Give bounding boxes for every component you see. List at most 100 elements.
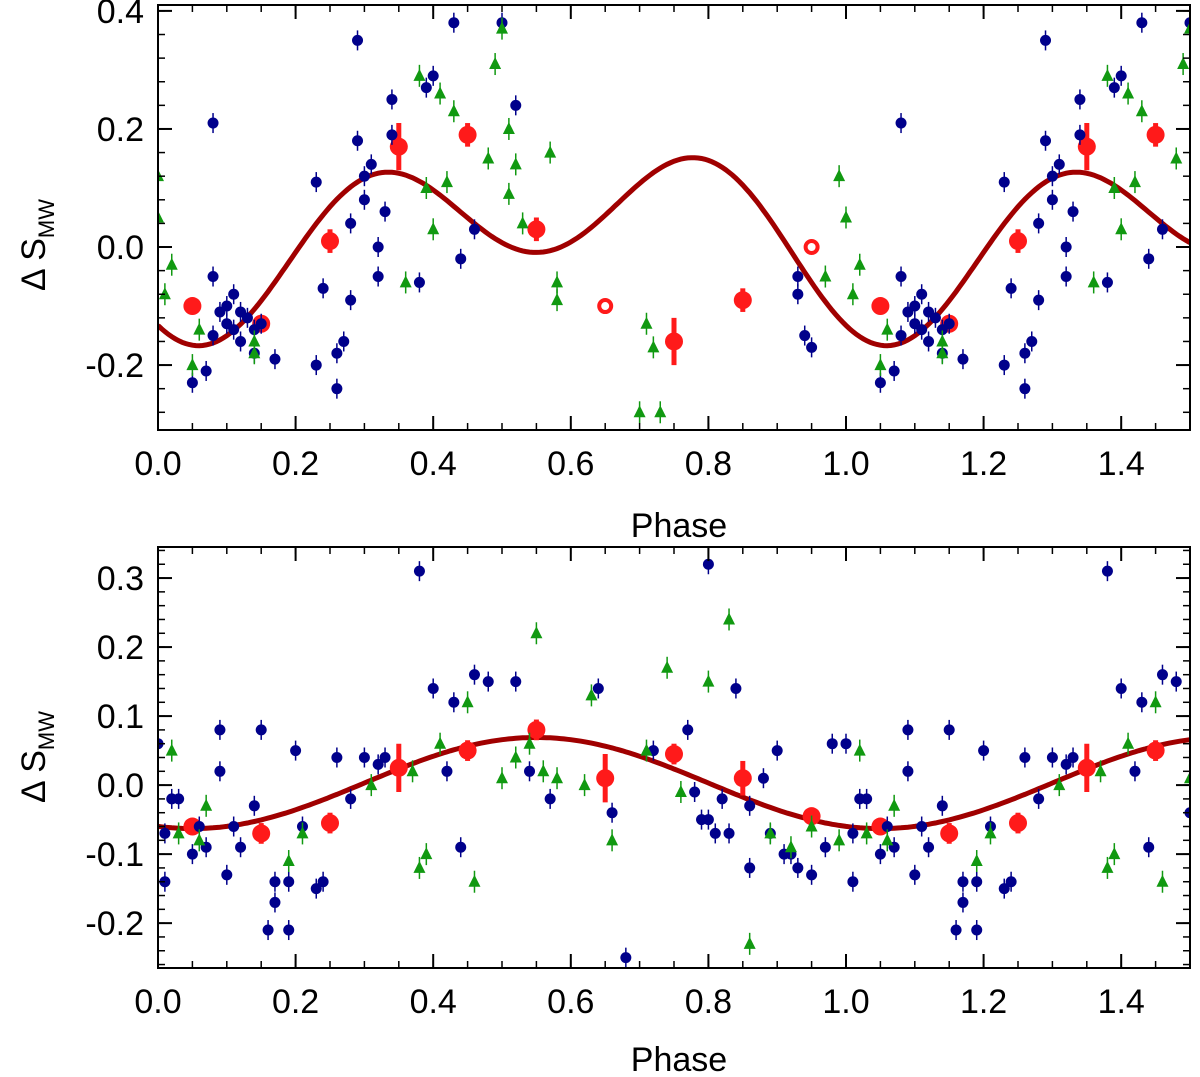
bottom-blue-point (1046, 752, 1058, 763)
bottom-binned-point (1077, 758, 1096, 777)
bottom-blue-point (620, 952, 632, 964)
bottom-binned-point (596, 769, 615, 788)
top-blue-point (310, 359, 322, 371)
bottom-green-point (530, 626, 543, 639)
bottom-blue-point (923, 841, 935, 853)
top-blue-point (379, 206, 391, 218)
bottom-blue-point (317, 876, 329, 888)
top-green-point (434, 86, 447, 99)
bottom-blue-point (702, 814, 714, 826)
bottom-blue-point (214, 724, 226, 736)
top-binned-point (458, 125, 477, 144)
bottom-blue-point (709, 827, 721, 839)
top-blue-point (510, 99, 522, 111)
top-green-point (193, 322, 206, 335)
top-green-point (1122, 86, 1135, 99)
top-xtick-label: 0.4 (410, 445, 457, 483)
bottom-blue-point (978, 745, 990, 757)
top-binned-open-point (597, 298, 614, 315)
bottom-blue-point (957, 876, 969, 888)
top-green-point (165, 257, 178, 270)
top-green-point (846, 287, 859, 300)
bottom-xtick-label: 1.2 (960, 983, 1007, 1021)
bottom-blue-point (290, 745, 302, 757)
top-blue-point (1053, 158, 1065, 170)
top-ytick-label: 0.0 (97, 229, 144, 267)
bottom-blue-point (1170, 676, 1182, 688)
top-xtick-labels: 0.0 0.2 0.4 0.6 0.8 1.0 1.2 1.4 (134, 445, 1144, 483)
top-green-point (647, 340, 660, 353)
bottom-xtick-label: 0.6 (547, 983, 594, 1021)
top-blue-point (1019, 347, 1031, 359)
bottom-binned-point (940, 824, 959, 843)
bottom-blue-point (902, 724, 914, 736)
bottom-blue-point (186, 848, 198, 860)
top-blue-point (372, 271, 384, 283)
bottom-binned-point (1009, 814, 1027, 833)
top-binned-point (183, 297, 202, 316)
top-blue-point (241, 312, 253, 324)
bottom-blue-point (682, 724, 694, 736)
top-blue-point (895, 117, 907, 129)
bottom-blue-point (269, 896, 281, 908)
bottom-green-point (1053, 778, 1066, 791)
top-green-point (551, 275, 564, 288)
top-green-point (544, 145, 557, 158)
top-blue-point (874, 377, 886, 389)
top-blue-point (1143, 253, 1155, 265)
bottom-ytick-label: 0.3 (97, 560, 144, 598)
bottom-green-point (805, 819, 818, 832)
bottom-blue-point (874, 848, 886, 860)
bottom-blue-point (971, 924, 983, 936)
top-green-point (840, 210, 852, 223)
top-green-point (248, 334, 261, 347)
top-blue-point (1060, 241, 1072, 253)
bottom-blue-point (998, 883, 1010, 895)
bottom-blue-point (936, 800, 948, 812)
top-points-layer (158, 12, 1190, 424)
bottom-blue-point (757, 772, 769, 784)
bottom-ytick-label: 0.1 (97, 698, 144, 736)
top-green-point (1177, 57, 1190, 70)
top-green-point (420, 180, 433, 193)
bottom-points-layer (158, 554, 1190, 968)
bottom-blue-point (448, 696, 460, 708)
top-fit-layer (158, 123, 1190, 366)
bottom-blue-point (702, 558, 714, 570)
bottom-green-point (1094, 764, 1107, 777)
top-blue-point (1033, 217, 1045, 229)
top-green-point (819, 269, 832, 282)
bottom-blue-point (902, 765, 914, 777)
bottom-blue-point (916, 821, 928, 833)
bottom-blue-point (1067, 752, 1079, 763)
top-ytick-labels: -0.2 0.0 0.2 0.4 (85, 0, 144, 385)
bottom-binned-point (1146, 741, 1165, 760)
top-green-point (640, 316, 653, 329)
top-green-point (853, 257, 866, 270)
bottom-binned-point (733, 769, 752, 788)
top-binned-open-point (803, 239, 820, 256)
bottom-blue-point (1060, 758, 1072, 770)
top-blue-point (372, 241, 384, 253)
bottom-blue-point (262, 924, 274, 936)
top-blue-point (338, 335, 350, 347)
bottom-blue-point (689, 786, 701, 798)
top-blue-point (909, 300, 921, 312)
bottom-blue-point (544, 793, 556, 805)
bottom-blue-point (592, 682, 604, 694)
bottom-xtick-labels: 0.0 0.2 0.4 0.6 0.8 1.0 1.2 1.4 (134, 983, 1144, 1021)
top-blue-point (1060, 271, 1072, 283)
top-binned-point (389, 137, 408, 156)
bottom-blue-point (840, 738, 852, 750)
bottom-blue-point (957, 896, 969, 908)
top-blue-point (1136, 17, 1148, 29)
bottom-blue-point (806, 869, 818, 881)
bottom-green-point (193, 833, 206, 846)
top-green-point (874, 358, 887, 371)
bottom-blue-point (1129, 765, 1141, 777)
top-binned-point (1146, 125, 1165, 144)
top-blue-point (1026, 335, 1038, 347)
top-y-axis-subscript: MW (34, 199, 59, 238)
top-green-point (158, 287, 171, 300)
